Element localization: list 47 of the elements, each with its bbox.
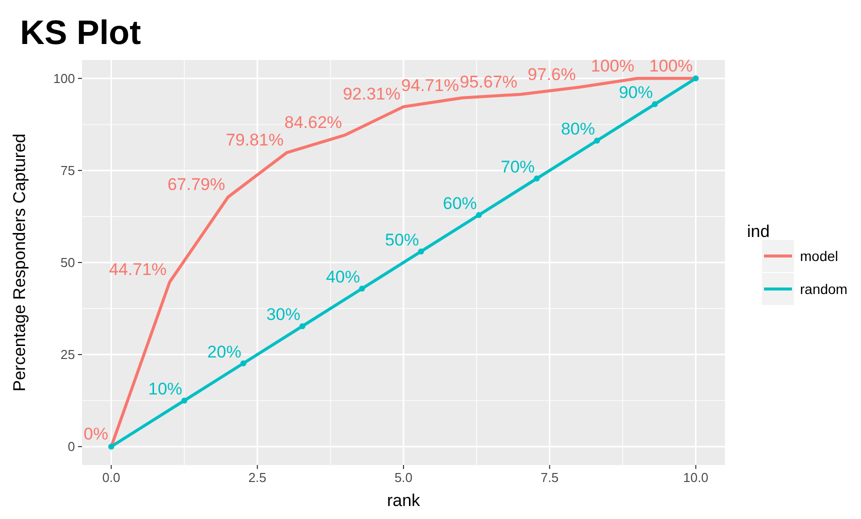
data-label: 67.79%	[167, 175, 226, 194]
x-axis-title: rank	[386, 491, 421, 510]
data-label: 44.71%	[109, 260, 167, 279]
data-label: 95.67%	[460, 72, 518, 92]
annotation: 10%	[148, 380, 182, 399]
data-label: 79.81%	[226, 130, 284, 150]
annotation: 60%	[442, 194, 477, 214]
point	[692, 75, 699, 82]
y-tick-label: 50	[60, 255, 75, 270]
legend-title: ind	[747, 222, 770, 241]
legend-label: model	[800, 248, 838, 264]
y-tick-label: 100	[53, 70, 75, 86]
data-label: 92.31%	[342, 84, 400, 104]
y-axis-title: Percentage Responders Captured	[10, 134, 29, 392]
point	[594, 138, 600, 144]
y-tick-label: 75	[60, 163, 75, 178]
y-tick-label: 0	[68, 439, 75, 454]
point	[240, 360, 246, 366]
annotation: 90%	[618, 83, 653, 102]
data-label: 100%	[649, 56, 693, 76]
annotation: 40%	[326, 268, 360, 287]
point	[108, 444, 114, 450]
annotation: 70%	[500, 158, 535, 177]
x-tick-label: 0.0	[102, 470, 120, 485]
legend-label: random	[800, 280, 848, 297]
x-tick-label: 2.5	[248, 470, 266, 485]
data-label: 100%	[590, 56, 634, 76]
annotation: 20%	[207, 342, 242, 362]
annotation: 30%	[266, 305, 300, 324]
point	[358, 286, 365, 292]
point	[299, 323, 306, 330]
data-label: 0%	[84, 424, 108, 444]
annotation: 80%	[560, 120, 595, 139]
x-tick-label: 10.0	[683, 470, 708, 485]
data-label: 94.71%	[401, 76, 459, 95]
x-tick-label: 7.5	[540, 470, 559, 485]
data-label: 84.62%	[284, 113, 342, 132]
y-tick-label: 25	[60, 347, 75, 362]
x-tick-label: 5.0	[394, 470, 413, 485]
point	[418, 248, 424, 254]
point	[534, 176, 540, 182]
point	[181, 398, 188, 404]
annotation: 50%	[385, 230, 420, 250]
data-label: 97.6%	[528, 65, 576, 84]
chart-title: KS Plot	[20, 14, 141, 52]
point	[652, 101, 658, 108]
point	[476, 212, 482, 218]
